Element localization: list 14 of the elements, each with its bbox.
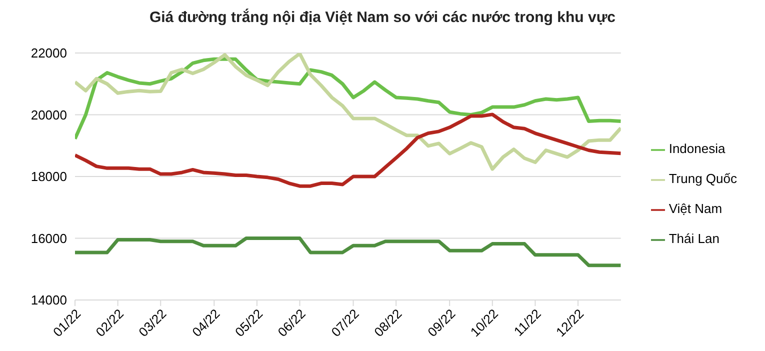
line-series	[75, 112, 621, 188]
line-series	[75, 236, 621, 268]
legend-label: Trung Quốc	[668, 171, 737, 186]
y-tick-label: 22000	[30, 46, 67, 61]
y-tick-label: 20000	[30, 107, 67, 122]
legend-label: Indonesia	[668, 141, 726, 156]
line-series	[75, 57, 621, 141]
y-tick-label: 16000	[30, 230, 67, 246]
line-series	[75, 53, 621, 171]
legend-label: Việt Nam	[668, 201, 722, 216]
chart-title: Giá đường trắng nội địa Việt Nam so với các nước trong khu vực	[148, 8, 617, 28]
y-tick-label: 18000	[30, 169, 67, 184]
legend-label: Thái Lan	[668, 231, 720, 246]
y-tick-label: 14000	[30, 292, 67, 308]
